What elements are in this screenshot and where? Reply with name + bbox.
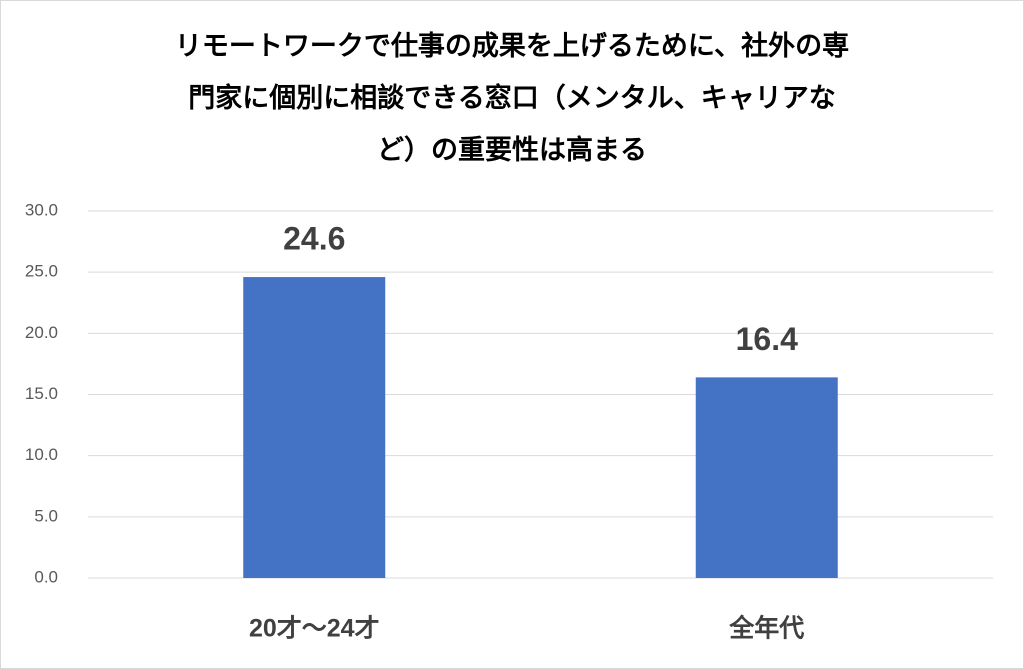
y-tick-label: 5.0 (34, 506, 58, 525)
value-label: 16.4 (736, 321, 798, 357)
y-tick-label: 25.0 (25, 262, 58, 281)
x-tick-label: 全年代 (728, 614, 804, 643)
chart-title: リモートワークで仕事の成果を上げるために、社外の専 (175, 30, 849, 61)
y-tick-label: 0.0 (34, 567, 58, 586)
y-tick-label: 30.0 (25, 200, 58, 219)
bar (243, 277, 386, 578)
chart-title: ど）の重要性は高まる (377, 134, 647, 165)
bar (695, 377, 838, 578)
x-tick-label: 20才～24才 (249, 615, 380, 643)
y-tick-label: 10.0 (25, 445, 58, 464)
y-tick-label: 20.0 (25, 323, 58, 342)
y-tick-label: 15.0 (25, 384, 58, 403)
chart-title: 門家に個別に相談できる窓口（メンタル、キャリアな (188, 82, 835, 113)
value-label: 24.6 (283, 221, 345, 257)
